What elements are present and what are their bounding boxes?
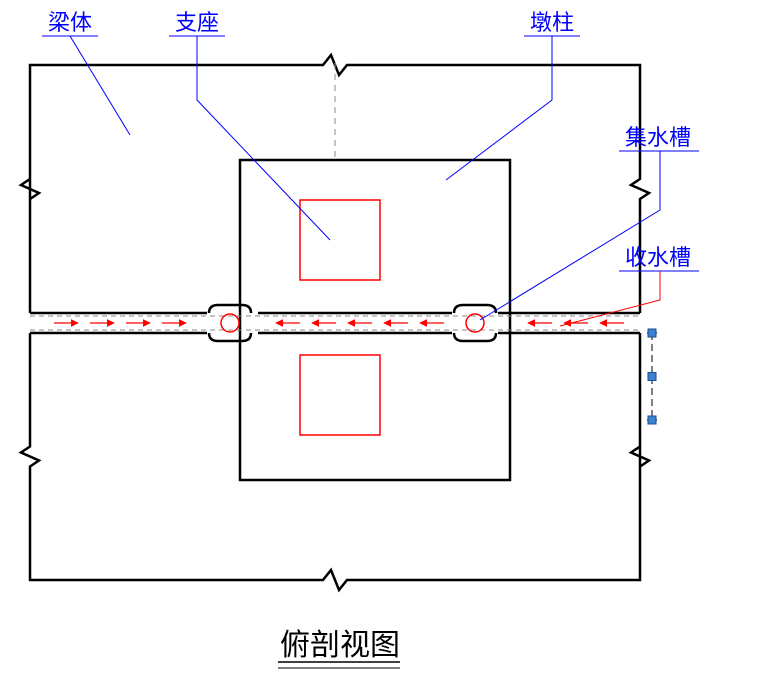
- label-bearing: 支座: [169, 10, 330, 240]
- label-pier-leader: [446, 36, 552, 180]
- label-sump-text: 集水槽: [625, 125, 691, 150]
- dimension-handle-0: [648, 329, 656, 337]
- collector-drain-0: [221, 314, 239, 332]
- label-pier: 墩柱: [446, 10, 580, 180]
- label-beam: 梁体: [42, 10, 130, 135]
- label-sump-leader: [480, 151, 660, 320]
- diagram-title: 俯剖视图: [280, 629, 400, 662]
- label-bearing-text: 支座: [175, 10, 219, 35]
- collector-drain-1: [466, 314, 484, 332]
- dimension-handle-1: [648, 373, 656, 381]
- label-gutter-text: 收水槽: [625, 245, 691, 270]
- bearing-1: [300, 355, 380, 435]
- dimension-handle-2: [648, 416, 656, 424]
- beam-outline-bottom: [21, 333, 649, 590]
- bearing-0: [300, 200, 380, 280]
- collector-shell-1: [454, 305, 496, 341]
- label-beam-leader: [70, 36, 130, 135]
- pier-column: [240, 160, 510, 480]
- label-gutter-leader: [560, 271, 660, 326]
- label-sump: 集水槽: [480, 125, 699, 320]
- collector-shell-0: [209, 305, 251, 341]
- label-bearing-leader: [197, 36, 330, 240]
- label-beam-text: 梁体: [48, 10, 92, 35]
- label-pier-text: 墩柱: [530, 10, 574, 35]
